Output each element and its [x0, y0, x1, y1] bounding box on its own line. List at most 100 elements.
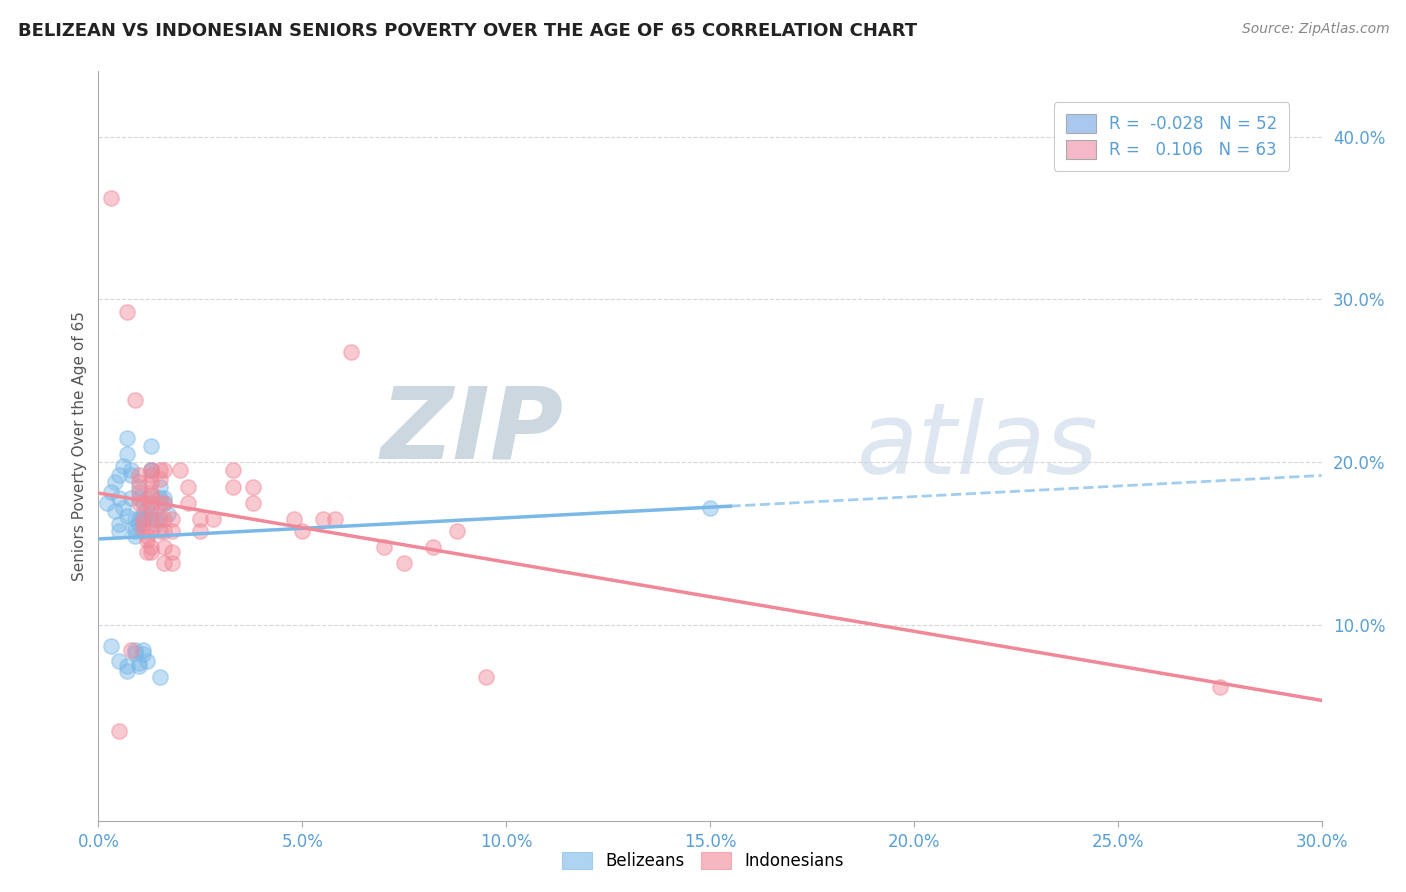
Point: [124, 512, 146, 526]
Point: [128, 484, 150, 499]
Point: [201, 512, 224, 526]
Point: [145, 512, 167, 526]
Point: [312, 512, 335, 526]
Point: [291, 524, 314, 538]
Point: [132, 512, 155, 526]
Point: [124, 520, 146, 534]
Point: [100, 484, 122, 499]
Point: [152, 496, 174, 510]
Point: [120, 642, 142, 657]
Point: [132, 517, 155, 532]
Point: [141, 439, 163, 453]
Point: [128, 517, 150, 532]
Point: [124, 524, 146, 538]
Point: [124, 528, 146, 542]
Point: [141, 468, 163, 483]
Point: [177, 480, 200, 494]
Point: [136, 533, 159, 548]
Point: [149, 472, 172, 486]
Point: [141, 463, 163, 477]
Point: [446, 524, 468, 538]
Legend: Belizeans, Indonesians: Belizeans, Indonesians: [555, 845, 851, 877]
Point: [242, 480, 264, 494]
Point: [128, 656, 150, 670]
Text: atlas: atlas: [856, 398, 1098, 494]
Point: [160, 545, 183, 559]
Point: [136, 528, 159, 542]
Point: [100, 640, 122, 654]
Point: [149, 524, 172, 538]
Point: [132, 508, 155, 522]
Point: [152, 491, 174, 505]
Point: [128, 512, 150, 526]
Point: [149, 463, 172, 477]
Point: [108, 517, 131, 532]
Point: [1209, 680, 1232, 694]
Point: [152, 556, 174, 570]
Point: [152, 463, 174, 477]
Point: [149, 670, 172, 684]
Point: [177, 496, 200, 510]
Point: [340, 344, 363, 359]
Point: [132, 642, 155, 657]
Point: [152, 524, 174, 538]
Point: [128, 659, 150, 673]
Point: [141, 484, 163, 499]
Point: [132, 524, 155, 538]
Point: [120, 491, 142, 505]
Point: [128, 475, 150, 489]
Point: [124, 646, 146, 660]
Y-axis label: Seniors Poverty Over the Age of 65: Seniors Poverty Over the Age of 65: [72, 311, 87, 581]
Point: [136, 545, 159, 559]
Point: [136, 491, 159, 505]
Point: [141, 545, 163, 559]
Point: [152, 512, 174, 526]
Point: [188, 524, 212, 538]
Point: [132, 648, 155, 662]
Point: [128, 468, 150, 483]
Point: [108, 724, 131, 739]
Point: [132, 496, 155, 510]
Point: [141, 463, 163, 477]
Point: [124, 393, 146, 408]
Point: [373, 540, 395, 554]
Point: [160, 524, 183, 538]
Point: [422, 540, 444, 554]
Point: [149, 496, 172, 510]
Point: [160, 556, 183, 570]
Point: [152, 496, 174, 510]
Point: [188, 512, 212, 526]
Point: [392, 556, 416, 570]
Point: [104, 504, 127, 518]
Point: [323, 512, 346, 526]
Point: [149, 491, 172, 505]
Point: [111, 500, 134, 515]
Point: [152, 540, 174, 554]
Point: [100, 191, 122, 205]
Point: [222, 463, 245, 477]
Point: [120, 468, 142, 483]
Point: [141, 488, 163, 502]
Point: [145, 517, 167, 532]
Point: [132, 512, 155, 526]
Point: [141, 463, 163, 477]
Point: [115, 659, 138, 673]
Point: [149, 480, 172, 494]
Point: [136, 500, 159, 515]
Text: ZIP: ZIP: [380, 383, 564, 480]
Point: [111, 458, 134, 473]
Legend: R =  -0.028   N = 52, R =   0.106   N = 63: R = -0.028 N = 52, R = 0.106 N = 63: [1054, 103, 1289, 170]
Point: [104, 475, 127, 489]
Point: [128, 480, 150, 494]
Point: [128, 496, 150, 510]
Point: [96, 496, 118, 510]
Point: [120, 463, 142, 477]
Point: [141, 540, 163, 554]
Point: [283, 512, 305, 526]
Point: [108, 654, 131, 668]
Text: BELIZEAN VS INDONESIAN SENIORS POVERTY OVER THE AGE OF 65 CORRELATION CHART: BELIZEAN VS INDONESIAN SENIORS POVERTY O…: [18, 22, 917, 40]
Point: [242, 496, 264, 510]
Point: [141, 496, 163, 510]
Point: [160, 512, 183, 526]
Point: [141, 500, 163, 515]
